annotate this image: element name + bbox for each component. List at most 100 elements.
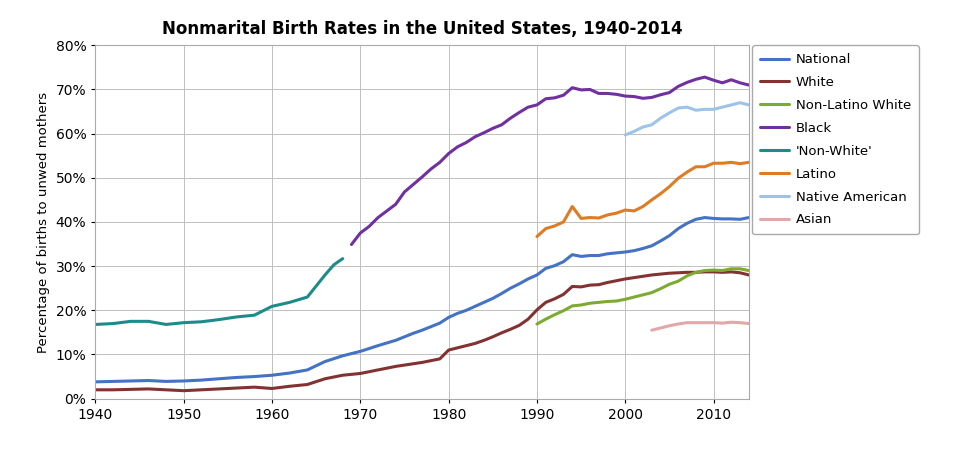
Asian: [680, 320, 692, 325]
Latino: [734, 161, 745, 166]
Black: [707, 77, 719, 83]
Latino: [575, 216, 586, 221]
Latino: [654, 191, 665, 197]
Non-Latino White: [645, 290, 657, 295]
Non-Latino White: [734, 266, 745, 271]
White: [742, 272, 754, 278]
National: [143, 378, 154, 383]
Black: [672, 84, 683, 89]
Non-Latino White: [680, 273, 692, 279]
Non-Latino White: [663, 281, 675, 287]
Native American: [628, 129, 639, 134]
Non-Latino White: [583, 300, 595, 306]
Native American: [699, 106, 710, 112]
Latino: [601, 212, 613, 217]
White: [125, 387, 136, 392]
Non-Latino White: [601, 299, 613, 304]
Non-Latino White: [699, 268, 710, 273]
Line: Black: Black: [351, 77, 748, 245]
Latino: [628, 208, 639, 214]
'Non-White': [319, 272, 331, 278]
National: [90, 379, 101, 385]
Black: [716, 80, 727, 86]
Black: [583, 87, 595, 92]
Black: [593, 91, 604, 96]
Non-Latino White: [716, 268, 727, 273]
Black: [487, 125, 498, 131]
Non-Latino White: [575, 302, 586, 308]
Line: Non-Latino White: Non-Latino White: [537, 269, 748, 324]
Black: [469, 134, 480, 140]
Black: [610, 92, 621, 97]
Black: [637, 96, 648, 101]
Black: [496, 122, 507, 128]
National: [593, 253, 604, 258]
Y-axis label: Percentage of births to unwed mothers: Percentage of births to unwed mothers: [37, 92, 50, 352]
Black: [724, 77, 736, 82]
'Non-White': [178, 320, 190, 325]
Black: [380, 208, 392, 214]
Black: [654, 92, 665, 97]
Non-Latino White: [566, 303, 578, 308]
Native American: [672, 105, 683, 111]
White: [90, 387, 101, 392]
Black: [575, 87, 586, 92]
Non-Latino White: [742, 268, 754, 273]
Black: [522, 105, 534, 110]
Native American: [680, 105, 692, 110]
Black: [442, 151, 454, 156]
Asian: [707, 320, 719, 325]
Black: [477, 130, 489, 135]
Black: [742, 82, 754, 88]
Native American: [637, 124, 648, 130]
Line: Asian: Asian: [651, 322, 748, 330]
Asian: [645, 328, 657, 333]
Latino: [610, 210, 621, 216]
National: [355, 349, 366, 354]
Latino: [618, 207, 630, 213]
Asian: [724, 319, 736, 325]
Line: Latino: Latino: [537, 162, 748, 236]
Line: 'Non-White': 'Non-White': [95, 259, 342, 324]
Black: [628, 94, 639, 99]
Non-Latino White: [724, 266, 736, 271]
National: [699, 215, 710, 220]
Black: [513, 110, 524, 115]
Asian: [672, 321, 683, 327]
National: [583, 253, 595, 258]
Title: Nonmarital Birth Rates in the United States, 1940-2014: Nonmarital Birth Rates in the United Sta…: [162, 20, 681, 38]
'Non-White': [336, 256, 348, 261]
Black: [398, 189, 410, 195]
Black: [504, 116, 516, 121]
'Non-White': [284, 299, 295, 305]
Native American: [716, 105, 727, 110]
Latino: [531, 234, 542, 239]
Latino: [566, 204, 578, 209]
'Non-White': [108, 321, 119, 326]
Native American: [707, 106, 719, 112]
Black: [345, 242, 356, 247]
'Non-White': [328, 262, 339, 268]
Latino: [637, 204, 648, 209]
Native American: [742, 102, 754, 108]
Black: [531, 102, 542, 108]
Asian: [689, 320, 700, 325]
Latino: [645, 197, 657, 202]
Latino: [689, 164, 700, 169]
Non-Latino White: [672, 279, 683, 284]
Non-Latino White: [637, 292, 648, 298]
Non-Latino White: [548, 312, 559, 318]
White: [601, 280, 613, 285]
Black: [372, 215, 383, 220]
Latino: [672, 175, 683, 181]
White: [372, 367, 383, 373]
Black: [460, 140, 472, 145]
Black: [548, 95, 559, 101]
Latino: [716, 160, 727, 166]
Latino: [548, 223, 559, 229]
Line: White: White: [95, 272, 748, 390]
Black: [663, 90, 675, 95]
Non-Latino White: [531, 321, 542, 327]
National: [460, 308, 472, 313]
Native American: [645, 122, 657, 128]
